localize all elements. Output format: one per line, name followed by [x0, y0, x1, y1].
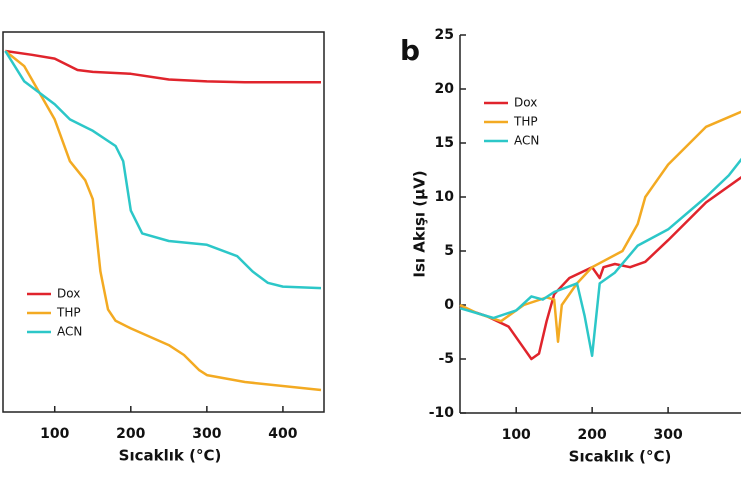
legend-label: THP [56, 306, 81, 320]
y-tick-label: 15 [435, 135, 454, 151]
x-tick-label: 300 [192, 426, 221, 442]
data-line [459, 176, 741, 361]
x-tick-label: 400 [268, 426, 297, 442]
legend-label: ACN [57, 325, 82, 339]
y-tick-label: -5 [438, 351, 454, 367]
y-tick-label: 5 [444, 243, 454, 259]
data-line [5, 49, 321, 84]
legend-label: THP [513, 115, 538, 129]
x-tick-label: 100 [40, 426, 69, 442]
legend-label: ACN [514, 134, 539, 148]
y-tick-label: -10 [429, 405, 455, 421]
data-line [4, 50, 322, 290]
x-axis-label: Sıcaklık (°C) [119, 447, 222, 465]
x-tick-label: 300 [653, 427, 682, 443]
data-line [459, 157, 741, 358]
x-tick-label: 100 [502, 427, 531, 443]
x-axis-label: Sıcaklık (°C) [569, 448, 672, 466]
x-tick-label: 200 [116, 426, 145, 442]
data-line [459, 110, 741, 343]
y-tick-label: 20 [435, 81, 455, 97]
y-tick-label: 25 [435, 27, 454, 43]
y-tick-label: 0 [444, 297, 454, 313]
x-tick-label: 200 [578, 427, 607, 443]
data-line [4, 50, 322, 392]
y-axis-label: Isı Akışı (µV) [411, 170, 429, 277]
legend-label: Dox [57, 287, 80, 301]
plot-frame [2, 31, 325, 413]
panel-label: b [400, 34, 420, 67]
y-tick-label: 10 [435, 189, 455, 205]
legend-label: Dox [514, 96, 537, 110]
